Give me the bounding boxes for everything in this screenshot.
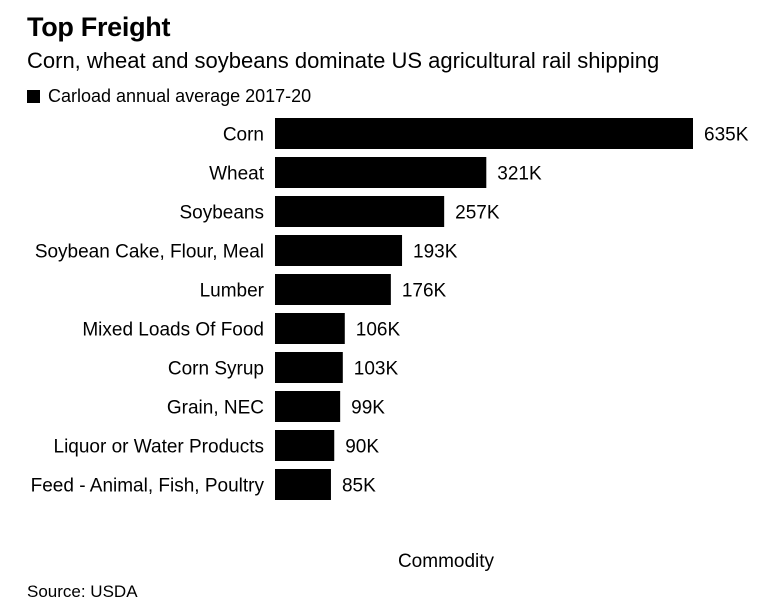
bar [275, 352, 343, 383]
bar [275, 118, 693, 149]
category-label: Wheat [209, 164, 265, 185]
legend-label: Carload annual average 2017-20 [48, 86, 312, 106]
bar [275, 157, 487, 188]
value-label: 257K [455, 203, 500, 224]
value-label: 176K [402, 281, 447, 302]
value-label: 99K [351, 398, 385, 419]
value-label: 90K [345, 437, 379, 458]
bar [275, 430, 335, 461]
value-label: 85K [342, 476, 376, 497]
bar [275, 469, 331, 500]
bar [275, 274, 391, 305]
source-note: Source: USDA [27, 582, 138, 601]
bar [275, 391, 341, 422]
category-label: Soybean Cake, Flour, Meal [35, 242, 264, 263]
legend-swatch [27, 90, 40, 103]
category-label: Corn [223, 125, 264, 146]
bar-chart: Corn 635K Wheat 321K Soybeans 257K Soybean Cak… [31, 118, 749, 572]
bar [275, 313, 345, 344]
category-label: Soybeans [179, 203, 264, 224]
category-label: Lumber [200, 281, 265, 302]
chart-subtitle: Corn, wheat and soybeans dominate US agr… [27, 48, 660, 73]
value-label: 321K [497, 164, 542, 185]
chart-legend: Carload annual average 2017-20 [27, 86, 311, 107]
value-label: 635K [704, 125, 749, 146]
category-label: Mixed Loads Of Food [82, 320, 264, 341]
category-label: Feed - Animal, Fish, Poultry [31, 476, 265, 497]
x-axis-label: Commodity [398, 551, 495, 572]
category-label: Grain, NEC [167, 398, 264, 419]
value-label: 103K [354, 359, 399, 380]
chart-title: Top Freight [27, 12, 171, 42]
category-label: Corn Syrup [168, 359, 264, 380]
value-label: 106K [356, 320, 401, 341]
value-label: 193K [413, 242, 458, 263]
bar [275, 235, 403, 266]
bar [275, 196, 445, 227]
category-label: Liquor or Water Products [54, 437, 265, 458]
